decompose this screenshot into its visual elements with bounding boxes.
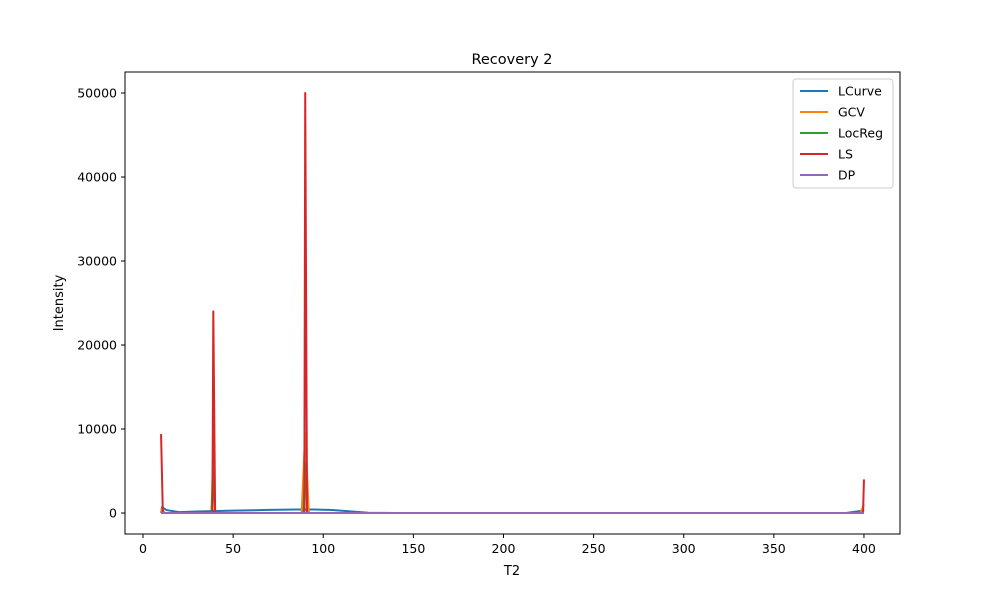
x-tick-label: 0	[139, 541, 147, 556]
y-tick-label: 30000	[77, 254, 117, 269]
legend-label-dp: DP	[838, 168, 856, 183]
y-axis-label: Intensity	[52, 274, 67, 331]
legend-label-ls: LS	[838, 147, 853, 162]
y-tick-label: 20000	[77, 338, 117, 353]
legend: LCurve GCV LocReg LS DP	[792, 78, 894, 189]
x-tick-label: 250	[582, 541, 606, 556]
plot-frame	[124, 71, 901, 535]
x-tick-label: 50	[225, 541, 241, 556]
x-tick-label: 100	[311, 541, 335, 556]
x-tick-label: 150	[401, 541, 425, 556]
y-tick-label: 0	[109, 506, 117, 521]
y-axis: 0 10000 20000 30000 40000 50000	[77, 86, 125, 521]
chart-title: Recovery 2	[471, 52, 552, 68]
series-layer	[160, 92, 865, 514]
y-tick-label: 10000	[77, 422, 117, 437]
legend-label-lcurve: LCurve	[838, 84, 882, 99]
y-tick-label: 50000	[77, 86, 117, 101]
x-tick-label: 300	[672, 541, 696, 556]
x-tick-label: 350	[762, 541, 786, 556]
legend-label-gcv: GCV	[838, 105, 865, 120]
x-tick-label: 200	[492, 541, 516, 556]
legend-box	[792, 78, 894, 189]
x-tick-label: 400	[852, 541, 876, 556]
y-tick-label: 40000	[77, 170, 117, 185]
legend-label-locreg: LocReg	[838, 126, 883, 141]
x-axis-label: T2	[503, 564, 520, 579]
x-axis: 0 50 100 150 200 250 300 350 400	[139, 534, 876, 556]
